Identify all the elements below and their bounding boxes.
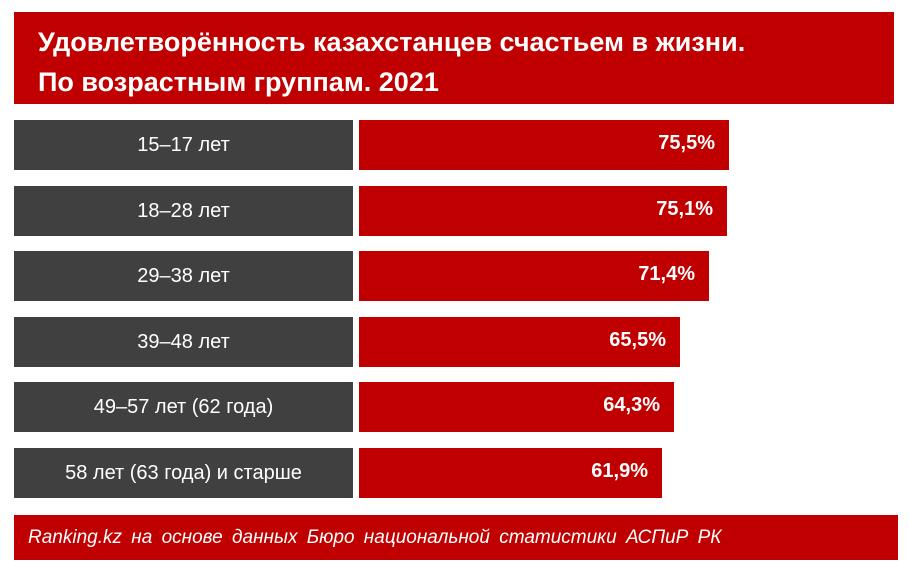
category-label: 49–57 лет (62 года) [14,382,353,432]
bar-value-label: 75,1% [656,198,713,220]
bar [359,251,709,301]
bar [359,317,680,367]
bar-value-label: 75,5% [658,132,715,154]
category-label: 39–48 лет [14,317,353,367]
category-label: 58 лет (63 года) и старше [14,448,353,498]
source-banner: Ranking.kz на основе данных Бюро национа… [14,515,898,560]
chart-subtitle: По возрастным группам. 2021 [38,67,439,97]
bar-value-label: 71,4% [638,263,695,285]
bar [359,186,727,236]
bar [359,448,662,498]
category-label: 15–17 лет [14,120,353,170]
chart-title-banner: Удовлетворённость казахстанцев счастьем … [14,12,894,104]
source-note: Ranking.kz на основе данных Бюро национа… [28,526,722,548]
chart-title: Удовлетворённость казахстанцев счастьем … [38,27,746,57]
bar-value-label: 65,5% [609,329,666,351]
category-label: 18–28 лет [14,186,353,236]
category-label: 29–38 лет [14,251,353,301]
bar-value-label: 64,3% [603,394,660,416]
bar-value-label: 61,9% [591,460,648,482]
bar [359,382,674,432]
bar [359,120,729,170]
